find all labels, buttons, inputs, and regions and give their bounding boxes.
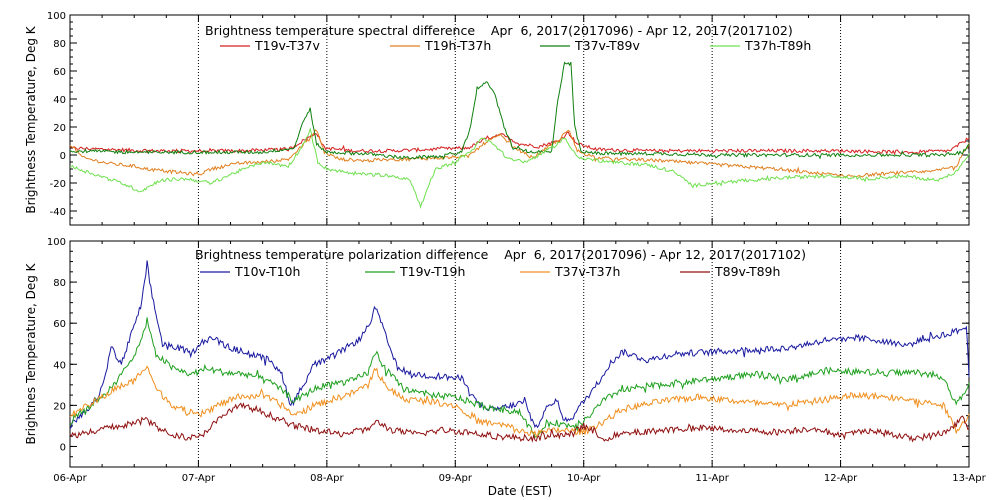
y-tick-label: 60 [53, 67, 66, 78]
polarization-difference-panel: 0 20 40 60 80 100 06-Apr 07-Apr 08-Apr 09-Apr 10-… [24, 237, 987, 498]
y-tick-label: 60 [53, 319, 66, 330]
y-tick-label: 80 [53, 39, 66, 50]
y-tick-label: -40 [50, 207, 66, 218]
spectral-difference-panel: -40 -20 0 20 40 60 80 100 Brightness temperatur… [24, 11, 970, 226]
legend-label: T19h-T37h [424, 38, 491, 53]
series-lines [69, 260, 970, 443]
legend: T10v-T10h T19v-T19h T37v-T37h T89v-T89h [200, 264, 780, 279]
x-tick-label: 10-Apr [567, 473, 601, 484]
y-tick-label: -20 [50, 179, 66, 190]
x-axis-ticks [69, 15, 970, 225]
y-axis-ticks: -40 -20 0 20 40 60 80 100 [47, 11, 969, 226]
day-gridlines [197, 15, 842, 225]
x-tick-label: 09-Apr [439, 473, 473, 484]
x-tick-label: 12-Apr [824, 473, 858, 484]
series-line-t37v-t89v [69, 61, 970, 160]
chart-title: Brightness temperature spectral differen… [205, 23, 793, 38]
x-tick-label: 08-Apr [310, 473, 344, 484]
chart-title: Brightness temperature polarization diff… [195, 247, 806, 262]
y-tick-label: 20 [53, 401, 66, 412]
series-lines [69, 61, 970, 210]
x-tick-label: 13-Apr [952, 473, 986, 484]
y-tick-label: 80 [53, 278, 66, 289]
legend-label: T37v-T37h [554, 264, 620, 279]
x-tick-label: 06-Apr [53, 473, 87, 484]
legend-label: T37v-T89v [574, 38, 641, 53]
series-line-t37v-t37h [69, 365, 970, 437]
legend: T19v-T37v T19h-T37h T37v-T89v T37h-T89h [220, 38, 811, 53]
y-tick-label: 40 [53, 360, 66, 371]
y-tick-label: 100 [47, 11, 66, 22]
x-axis-label: Date (EST) [488, 484, 552, 498]
x-axis-ticks: 06-Apr 07-Apr 08-Apr 09-Apr 10-Apr 11-Apr 12-A… [53, 241, 987, 484]
series-line-t19v-t19h [69, 317, 970, 438]
y-axis-label: Brightness Temperature, Deg K [24, 25, 38, 213]
y-tick-label: 20 [53, 123, 66, 134]
y-axis-label: Brightnes Temperature, Deg K [24, 262, 38, 444]
y-tick-label: 40 [53, 95, 66, 106]
series-line-t10v-t10h [69, 260, 970, 430]
y-tick-label: 0 [60, 151, 66, 162]
series-line-t37h-t89h [70, 127, 970, 210]
x-tick-label: 07-Apr [182, 473, 216, 484]
series-line-t89v-t89h [69, 402, 970, 443]
legend-label: T19v-T37v [254, 38, 321, 53]
legend-label: T37h-T89h [744, 38, 811, 53]
y-tick-label: 100 [47, 237, 66, 248]
series-line-t19v-t37v [69, 131, 970, 156]
y-tick-label: 0 [60, 442, 66, 453]
legend-label: T89v-T89h [714, 264, 780, 279]
legend-label: T10v-T10h [234, 264, 300, 279]
legend-label: T19v-T19h [399, 264, 465, 279]
x-tick-label: 11-Apr [695, 473, 729, 484]
